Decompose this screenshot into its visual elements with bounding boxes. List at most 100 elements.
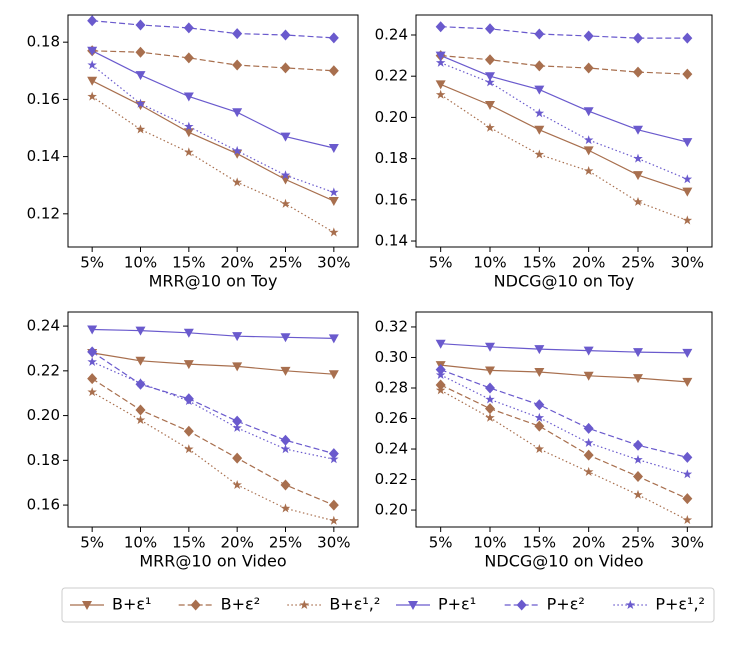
marker <box>232 415 243 427</box>
plot-frame <box>415 311 713 528</box>
marker <box>435 51 446 61</box>
legend-marker <box>299 600 310 610</box>
series-line <box>440 62 688 180</box>
y-tick-label: 0.12 <box>27 204 60 222</box>
marker <box>328 499 339 511</box>
marker <box>633 454 643 464</box>
marker <box>87 373 98 385</box>
series-line <box>440 55 688 75</box>
marker <box>633 489 643 499</box>
series-line <box>91 50 334 149</box>
series-line <box>440 55 688 143</box>
marker <box>583 146 594 156</box>
marker <box>135 124 146 134</box>
marker <box>435 364 446 376</box>
marker <box>183 92 194 102</box>
marker <box>280 503 291 513</box>
x-tick-label: 20% <box>572 254 605 272</box>
y-tick-label: 0.20 <box>375 501 408 519</box>
plot-frame <box>67 311 359 528</box>
marker <box>135 19 146 31</box>
y-tick-label: 0.24 <box>375 440 408 458</box>
y-tick-label: 0.14 <box>27 147 60 165</box>
series-line <box>91 361 334 460</box>
marker <box>633 439 643 451</box>
x-tick-label: 30% <box>317 534 350 552</box>
x-axis-label: NDCG@10 on Toy <box>494 272 635 291</box>
legend-frame <box>61 587 715 623</box>
marker <box>534 345 545 355</box>
marker <box>682 469 693 479</box>
series-line <box>440 83 688 193</box>
marker <box>485 412 495 422</box>
marker <box>682 215 693 225</box>
marker <box>485 122 495 132</box>
marker <box>682 493 693 505</box>
y-tick-label: 0.24 <box>375 25 408 43</box>
marker <box>280 479 291 491</box>
marker <box>633 32 643 44</box>
marker <box>583 346 594 356</box>
marker <box>87 46 98 56</box>
marker <box>534 60 545 72</box>
marker <box>583 449 594 461</box>
marker <box>682 187 693 197</box>
marker <box>232 479 242 489</box>
marker <box>485 23 495 35</box>
x-tick-label: 30% <box>671 254 704 272</box>
legend-label: B+ε¹ <box>112 595 151 614</box>
x-tick-label: 15% <box>523 534 556 552</box>
marker <box>232 59 243 71</box>
series-line <box>440 369 688 458</box>
marker <box>232 422 242 432</box>
marker <box>534 149 545 159</box>
y-tick-label: 0.26 <box>375 409 408 427</box>
y-tick-label: 0.30 <box>375 348 408 366</box>
marker <box>583 165 594 176</box>
marker <box>183 52 194 64</box>
marker <box>583 30 594 42</box>
marker <box>87 346 98 358</box>
marker <box>87 76 98 86</box>
marker <box>435 385 446 395</box>
marker <box>435 21 446 33</box>
marker <box>633 66 643 78</box>
x-tick-label: 15% <box>523 254 556 272</box>
x-tick-label: 25% <box>269 534 302 552</box>
marker <box>435 57 446 67</box>
marker <box>280 29 291 41</box>
x-tick-label: 15% <box>172 254 205 272</box>
marker <box>583 62 594 74</box>
marker <box>534 85 545 95</box>
marker <box>135 326 146 336</box>
marker <box>232 332 243 342</box>
marker <box>682 174 693 184</box>
marker <box>280 333 291 343</box>
x-tick-label: 25% <box>269 254 302 272</box>
x-tick-label: 25% <box>621 254 654 272</box>
x-tick-label: 5% <box>429 254 453 272</box>
marker <box>232 452 243 464</box>
marker <box>583 371 594 381</box>
marker <box>183 328 194 338</box>
series-line <box>91 64 335 193</box>
series-line <box>92 352 334 375</box>
marker <box>682 451 693 463</box>
marker <box>485 342 495 352</box>
series-line <box>91 80 335 202</box>
series-line <box>440 364 688 383</box>
legend-label: P+ε¹ <box>438 595 476 614</box>
marker <box>633 374 643 384</box>
marker <box>280 434 291 446</box>
marker <box>682 138 693 148</box>
series-line <box>440 384 688 500</box>
marker <box>87 325 98 335</box>
marker <box>583 135 594 145</box>
marker <box>183 22 194 34</box>
marker <box>534 412 545 422</box>
marker <box>534 420 545 432</box>
marker <box>135 71 146 81</box>
x-tick-label: 20% <box>220 534 253 552</box>
x-tick-label: 25% <box>621 534 654 552</box>
y-tick-label: 0.24 <box>27 317 60 335</box>
